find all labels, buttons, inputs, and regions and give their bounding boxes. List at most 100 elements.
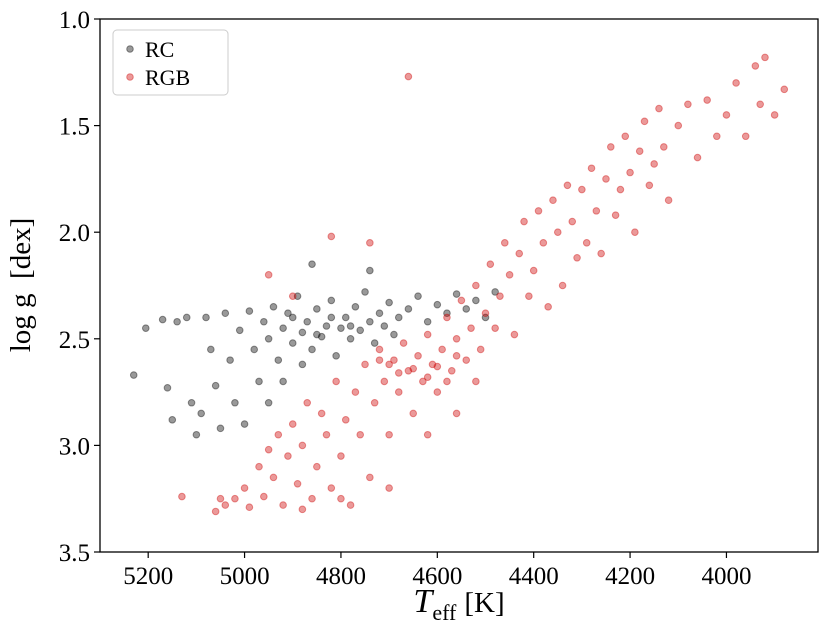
point <box>341 416 350 424</box>
point <box>597 249 605 258</box>
point <box>269 473 278 482</box>
point <box>553 228 562 236</box>
point <box>380 377 389 386</box>
point <box>308 494 316 503</box>
point <box>409 364 418 373</box>
point <box>211 381 220 390</box>
point <box>611 211 620 219</box>
point <box>635 147 644 155</box>
point <box>245 503 254 512</box>
point <box>327 313 336 322</box>
point <box>303 398 312 407</box>
point <box>216 424 225 433</box>
point <box>563 181 572 190</box>
point <box>141 324 150 332</box>
point <box>303 317 312 326</box>
point <box>356 430 365 439</box>
point <box>298 360 307 369</box>
point <box>129 371 138 379</box>
point <box>341 313 350 322</box>
point <box>308 345 316 354</box>
point <box>264 335 273 343</box>
y-tick-label: 2.0 <box>59 220 90 247</box>
point <box>578 185 586 194</box>
point <box>500 239 509 247</box>
point <box>370 339 379 347</box>
point <box>255 377 263 386</box>
point <box>173 317 181 326</box>
point <box>587 164 596 173</box>
x-label-symbol: T <box>413 583 434 620</box>
point <box>182 313 191 322</box>
point <box>476 345 485 354</box>
point <box>394 313 403 322</box>
point <box>452 335 461 343</box>
point <box>655 104 663 113</box>
point <box>481 313 490 322</box>
point <box>288 313 297 322</box>
point <box>313 305 321 313</box>
point <box>428 360 437 369</box>
point <box>770 111 779 119</box>
point <box>472 377 480 386</box>
point <box>722 111 731 119</box>
point <box>385 298 393 307</box>
point <box>264 445 273 454</box>
point <box>390 356 398 364</box>
point <box>346 322 355 330</box>
point <box>385 484 393 492</box>
point <box>631 228 639 236</box>
point <box>332 352 340 360</box>
point <box>713 132 721 141</box>
point <box>346 501 355 509</box>
point <box>423 317 432 326</box>
point <box>761 53 769 62</box>
point <box>626 168 634 177</box>
point <box>467 324 475 332</box>
y-tick-label: 3.5 <box>59 540 90 567</box>
point <box>443 309 451 318</box>
point <box>621 132 630 141</box>
point <box>472 296 480 305</box>
point <box>207 345 215 354</box>
point <box>356 326 365 335</box>
point <box>390 330 398 339</box>
point <box>269 303 278 311</box>
point <box>549 196 557 205</box>
x-tick-label: 4400 <box>509 563 559 590</box>
point <box>327 232 336 241</box>
point <box>452 352 461 360</box>
point <box>298 505 307 514</box>
point <box>568 217 577 226</box>
point <box>279 377 287 386</box>
point <box>178 492 186 501</box>
x-tick-label: 4200 <box>605 563 655 590</box>
point <box>443 313 451 322</box>
point <box>308 260 316 268</box>
point <box>313 462 321 471</box>
point <box>481 309 490 318</box>
point <box>375 345 384 354</box>
point <box>539 239 548 247</box>
point <box>433 388 442 396</box>
point <box>245 307 254 315</box>
point <box>404 72 413 81</box>
point <box>510 330 519 339</box>
point <box>366 266 374 275</box>
point <box>592 207 601 215</box>
point <box>558 281 567 290</box>
point <box>163 384 172 392</box>
point <box>423 430 432 439</box>
point <box>274 356 283 364</box>
point <box>602 175 610 183</box>
point <box>327 296 336 305</box>
point <box>462 356 471 364</box>
legend-box <box>112 29 229 96</box>
point <box>732 79 740 87</box>
y-tick-label: 3.0 <box>59 433 90 460</box>
point <box>211 507 220 516</box>
point <box>288 339 297 347</box>
point <box>414 352 422 360</box>
x-tick-label: 4800 <box>316 563 366 590</box>
point <box>515 249 524 258</box>
